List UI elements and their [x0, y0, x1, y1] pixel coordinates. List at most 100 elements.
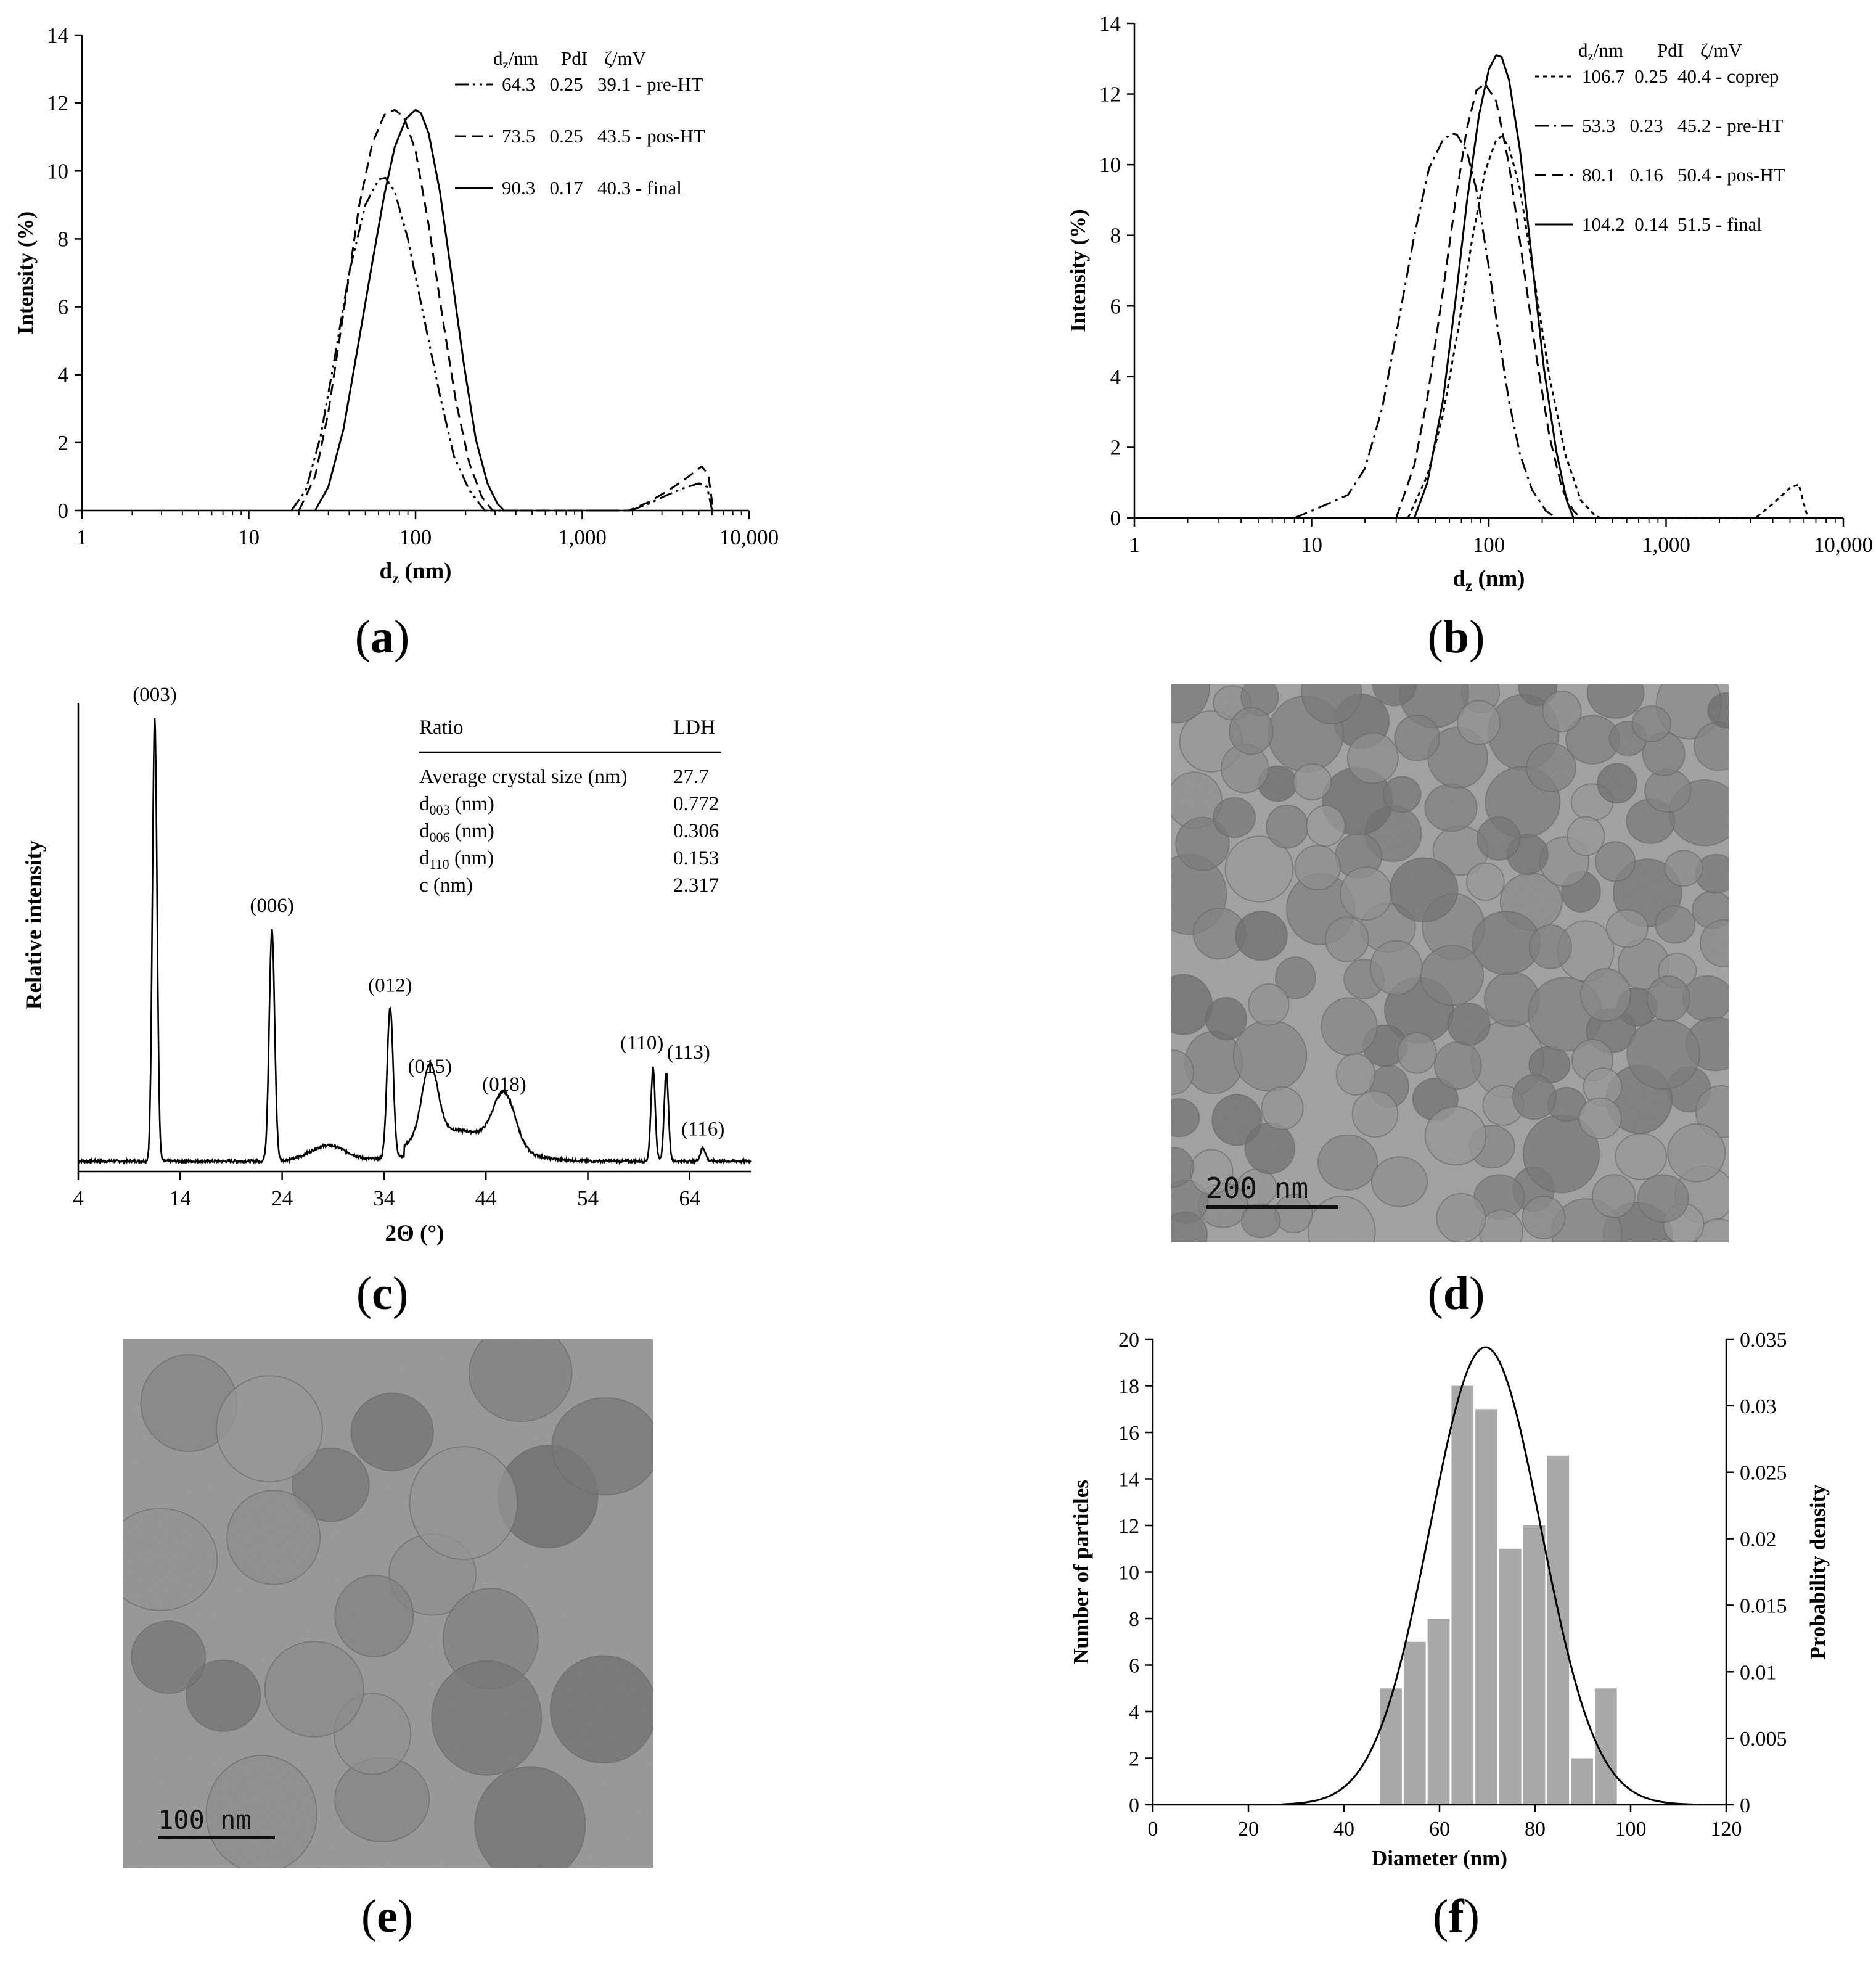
x-tick-label: 54 — [577, 1186, 599, 1210]
y-tick-label: 6 — [1110, 294, 1121, 318]
y-tick-label: 14 — [1118, 1469, 1139, 1492]
panel-e: 100 nm (e) — [123, 1339, 678, 1970]
legend-entry-pre-HT: 64.3 0.25 39.1 - pre-HT — [502, 73, 703, 95]
y-tick-label: 2 — [1129, 1748, 1139, 1771]
legend-header-pdi: PdI — [561, 47, 588, 69]
x-tick-label: 80 — [1525, 1818, 1546, 1841]
legend-entry-pre-HT: 53.3 0.23 45.2 - pre-HT — [1582, 115, 1783, 136]
x-axis-label: Diameter (nm) — [1372, 1846, 1507, 1870]
series-line-pos-HT — [1395, 82, 1582, 519]
x-axis-label: 2Θ (°) — [385, 1221, 444, 1246]
y2-tick-label: 0.005 — [1740, 1728, 1787, 1750]
peak-label: (018) — [482, 1073, 526, 1096]
series-line-pos-HT — [298, 109, 715, 512]
x-tick-label: 1,000 — [1642, 533, 1690, 557]
chart-c: 4 14 24 34 44 54 64 2Θ (°) Relative intensity (00… — [22, 684, 752, 1246]
peak-label: (012) — [368, 974, 412, 996]
y-tick-label: 12 — [1099, 83, 1121, 107]
legend-entry-coprep: 106.7 0.25 40.4 - coprep — [1582, 65, 1779, 87]
xrd-pattern — [78, 718, 752, 1165]
legend-entry-pos-HT: 73.5 0.25 43.5 - pos-HT — [502, 125, 705, 147]
y-axis-label: Relative intensity — [22, 840, 47, 1009]
y2-tick-label: 0.025 — [1740, 1462, 1787, 1485]
y-tick-label: 4 — [1129, 1701, 1139, 1724]
y-tick-label: 20 — [1118, 1329, 1139, 1352]
y-tick-label: 10 — [1099, 153, 1121, 177]
table-row-value: 27.7 — [673, 766, 709, 788]
series-line-pre-HT — [290, 176, 713, 512]
legend-header-pdi: PdI — [1657, 39, 1684, 61]
x-tick-label: 10,000 — [719, 525, 779, 549]
peak-label: (006) — [250, 895, 293, 917]
panel-label-e: (e) — [361, 1890, 414, 1942]
x-tick-label: 40 — [1333, 1818, 1354, 1841]
series-line-final — [314, 109, 505, 512]
y2-tick-label: 0 — [1740, 1794, 1750, 1817]
y-tick-label: 2 — [58, 431, 69, 455]
histogram-bar — [1380, 1688, 1402, 1805]
x-tick-label: 60 — [1429, 1818, 1450, 1841]
y2-tick-label: 0.02 — [1740, 1529, 1777, 1551]
histogram-bar — [1427, 1619, 1450, 1805]
y-tick-label: 14 — [47, 23, 68, 47]
x-axis-label: dz (nm) — [380, 559, 452, 587]
x-tick-label: 1 — [76, 525, 88, 549]
table-header-ldh: LDH — [673, 716, 715, 739]
x-tick-label: 100 — [399, 525, 432, 549]
panel-a: 0 2 4 6 8 10 12 14 1 10 100 1,000 10,000 dz (nm) Inten… — [0, 0, 801, 672]
legend-header: dz/nm — [493, 47, 538, 72]
y-tick-label: 16 — [1118, 1422, 1139, 1445]
table-row-label: d110 (nm) — [419, 847, 494, 872]
chart-b: 0 2 4 6 8 10 12 14 1 10 100 1,000 10,000 dz (nm) Inten… — [1066, 12, 1873, 594]
legend-entry-final: 104.2 0.14 51.5 - final — [1582, 213, 1762, 235]
peak-label: (116) — [681, 1118, 724, 1141]
y-tick-label: 6 — [58, 295, 69, 319]
tem-image-e: 100 nm — [123, 1339, 653, 1868]
histogram-bar — [1403, 1641, 1426, 1805]
histogram-bar — [1499, 1548, 1522, 1805]
x-tick-label: 24 — [271, 1186, 293, 1210]
y-tick-label: 14 — [1099, 12, 1121, 36]
series-line-final — [1413, 54, 1575, 519]
x-tick-label: 10 — [1301, 533, 1322, 557]
y-tick-label: 0 — [1110, 506, 1121, 530]
x-tick-label: 34 — [373, 1186, 395, 1210]
table-row-value: 0.306 — [673, 820, 719, 842]
x-tick-label: 64 — [679, 1186, 700, 1210]
y-axis-label: Intensity (%) — [14, 211, 38, 334]
x-tick-label: 120 — [1711, 1818, 1742, 1841]
y2-axis-label: Probability density — [1806, 1484, 1830, 1660]
legend-header-zeta: ζ/mV — [604, 47, 647, 69]
series-line-pre-HT — [1294, 133, 1557, 519]
chart-a: 0 2 4 6 8 10 12 14 1 10 100 1,000 10,000 dz (nm) Inten… — [14, 23, 779, 587]
scale-bar-label-d: 200 nm — [1206, 1172, 1309, 1205]
y-tick-label: 4 — [58, 363, 69, 387]
panel-f: 0 2 4 6 8 10 12 14 16 18 20 0 0.005 0.01 0.015 0.02 0.02… — [1048, 1329, 1876, 1970]
y-tick-label: 6 — [1129, 1655, 1139, 1678]
table-header-ratio: Ratio — [419, 716, 464, 739]
legend-header-zeta: ζ/mV — [1700, 39, 1743, 61]
x-tick-label: 4 — [73, 1186, 84, 1210]
y-tick-label: 8 — [1110, 224, 1121, 248]
histogram-bar — [1451, 1385, 1474, 1805]
y-tick-label: 8 — [1129, 1608, 1139, 1631]
y2-tick-label: 0.035 — [1740, 1329, 1787, 1352]
panel-label-a: (a) — [354, 611, 410, 663]
panel-b: 0 2 4 6 8 10 12 14 1 10 100 1,000 10,000 dz (nm) Inten… — [1048, 0, 1876, 672]
panel-label-c: (c) — [356, 1268, 409, 1319]
y-tick-label: 0 — [58, 499, 69, 523]
normal-fit-curve — [1282, 1346, 1693, 1805]
x-tick-label: 1,000 — [558, 525, 607, 549]
peak-label: (113) — [667, 1041, 710, 1064]
histogram-bar — [1547, 1455, 1570, 1805]
y2-tick-label: 0.015 — [1740, 1594, 1787, 1617]
peak-label: (110) — [620, 1032, 663, 1054]
x-tick-label: 100 — [1473, 533, 1505, 557]
y-tick-label: 2 — [1110, 435, 1121, 459]
y-tick-label: 8 — [58, 227, 69, 251]
x-tick-label: 20 — [1238, 1818, 1259, 1841]
y-tick-label: 12 — [47, 91, 68, 115]
y-axis-label: Number of particles — [1069, 1480, 1093, 1664]
y-tick-label: 12 — [1118, 1515, 1139, 1538]
y-tick-label: 4 — [1110, 365, 1121, 389]
